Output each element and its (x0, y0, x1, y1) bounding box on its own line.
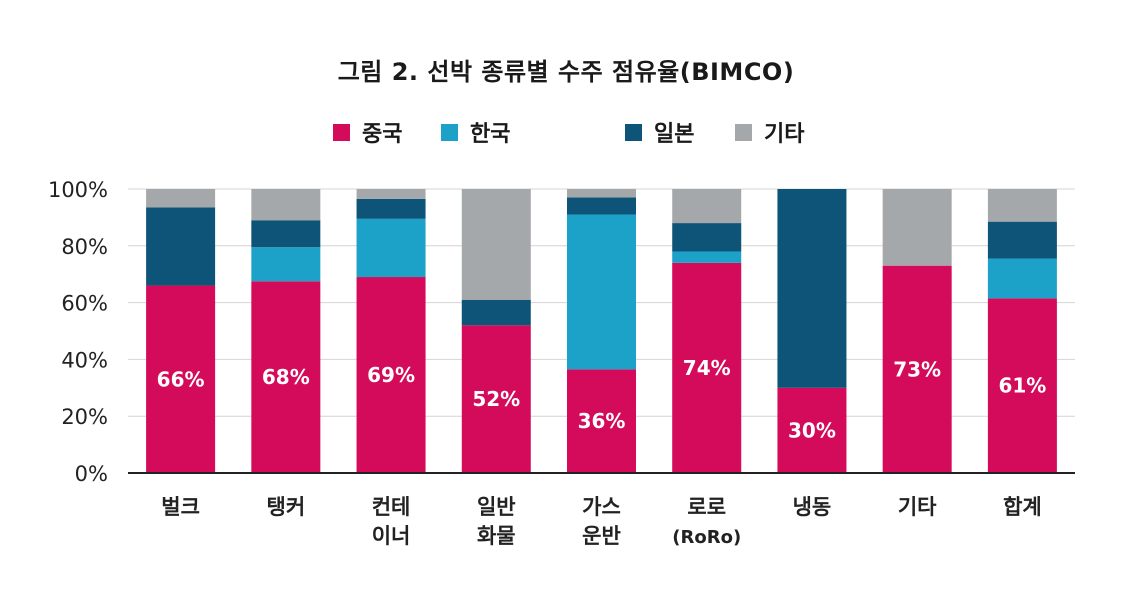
bar-segment-4 (251, 189, 321, 221)
x-category-label: 합계 (1003, 495, 1042, 519)
bar-segment-3 (777, 189, 847, 388)
x-category-label: 탱커 (267, 495, 306, 519)
bar-segment-1 (672, 262, 742, 473)
bar-segment-3 (461, 299, 531, 326)
bar-segment-4 (987, 189, 1057, 222)
y-tick-label: 20% (61, 405, 108, 429)
y-tick-label: 100% (48, 178, 108, 202)
bar-segment-4 (461, 189, 531, 300)
bar-segment-3 (146, 207, 216, 286)
y-tick-label: 0% (75, 462, 108, 486)
data-label: 73% (893, 357, 941, 381)
chart-legend: 중국 한국 일본 기타 (0, 116, 1132, 148)
bar-segment-4 (672, 189, 742, 224)
bar-segment-1 (567, 369, 636, 473)
legend-swatch-other (735, 123, 752, 141)
data-label: 36% (578, 409, 626, 433)
x-category-label: 기타 (898, 495, 937, 519)
bar-segment-1 (251, 281, 321, 473)
y-tick-label: 40% (61, 348, 108, 372)
legend-label-other: 기타 (764, 122, 805, 147)
data-label: 30% (788, 418, 836, 442)
x-category-label: 컨테 (372, 495, 411, 519)
bar-segment-1 (987, 298, 1057, 473)
y-tick-label: 80% (61, 235, 108, 259)
chart-title: 그림 2. 선박 종류별 수주 점유율(BIMCO) (337, 58, 795, 86)
legend-item-japan: 일본 (625, 116, 694, 148)
bar-segment-2 (251, 247, 321, 282)
data-label: 69% (367, 363, 415, 387)
bar-segment-3 (251, 220, 321, 248)
x-category-label: 벌크 (161, 495, 200, 519)
bar-segment-1 (146, 285, 216, 473)
bar-segment-1 (356, 277, 426, 473)
data-label: 61% (998, 374, 1046, 398)
x-category-label: (RoRo) (672, 527, 741, 548)
x-category-label: 운반 (582, 524, 621, 548)
x-category-label: 화물 (477, 524, 516, 548)
legend-label-japan: 일본 (654, 122, 695, 147)
bar-segment-3 (567, 197, 636, 215)
bar-segment-3 (356, 198, 426, 219)
y-tick-label: 60% (61, 292, 108, 316)
legend-item-other: 기타 (735, 116, 804, 148)
legend-item-korea: 한국 (441, 116, 510, 148)
bar-segment-1 (777, 387, 847, 473)
legend-label-korea: 한국 (470, 122, 511, 147)
bar-segment-4 (882, 189, 952, 266)
x-category-label: 가스 (582, 495, 621, 519)
bar-segment-1 (882, 265, 952, 473)
bar-segment-4 (356, 189, 426, 199)
bar-segment-2 (567, 214, 636, 370)
bar-segment-4 (146, 189, 216, 208)
bar-segment-3 (672, 223, 742, 252)
bar-segment-2 (672, 251, 742, 263)
data-label: 52% (472, 387, 520, 411)
legend-item-china: 중국 (333, 116, 402, 148)
data-label: 68% (262, 365, 310, 389)
legend-swatch-korea (441, 123, 458, 141)
x-category-label: 냉동 (793, 495, 832, 519)
bar-segment-2 (987, 258, 1057, 299)
x-category-label: 일반 (477, 495, 516, 519)
x-category-label: 로로 (687, 495, 726, 519)
legend-swatch-china (333, 123, 350, 141)
bar-segment-1 (461, 325, 531, 473)
legend-swatch-japan (625, 123, 642, 141)
data-label: 74% (683, 356, 731, 380)
legend-label-china: 중국 (362, 122, 403, 147)
bar-segment-2 (356, 218, 426, 278)
bar-segment-4 (567, 189, 636, 198)
bar-segment-3 (987, 221, 1057, 259)
data-label: 66% (157, 367, 205, 391)
x-category-label: 이너 (372, 524, 411, 548)
